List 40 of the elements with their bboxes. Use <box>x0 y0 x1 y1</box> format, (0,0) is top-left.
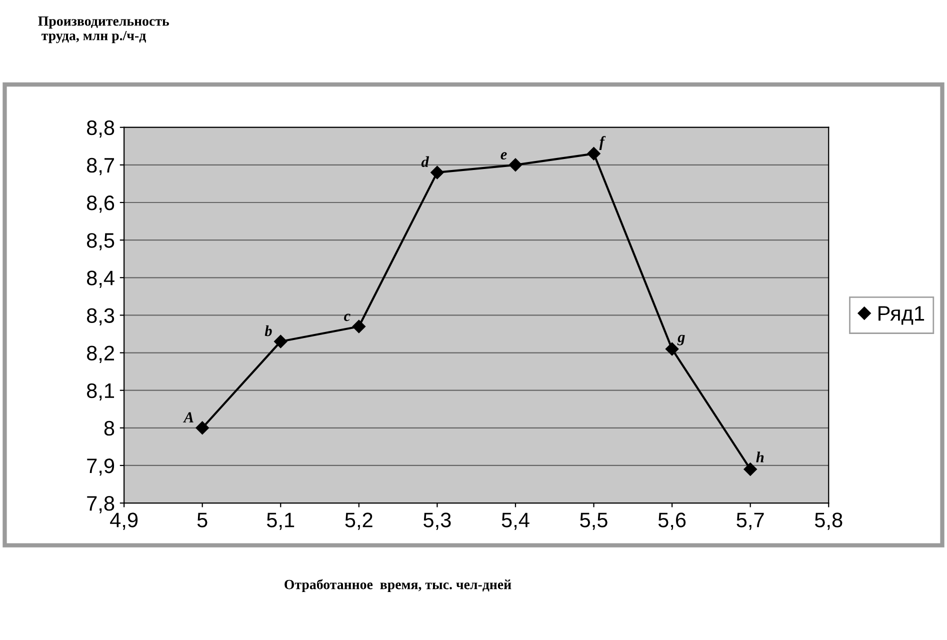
annotation: f <box>599 136 606 150</box>
x-tick-label: 5,7 <box>736 512 764 530</box>
point <box>665 342 679 356</box>
y-tick-label: 8 <box>104 420 114 436</box>
y-tick-label: 8,4 <box>86 270 114 288</box>
annotation: g <box>677 334 685 346</box>
y-tick-label: 8,6 <box>86 195 114 213</box>
y-tick-label: 8,5 <box>86 233 114 250</box>
x-tick-label: 5,4 <box>502 512 530 530</box>
annotation: h <box>756 452 764 462</box>
point <box>352 320 366 334</box>
point <box>744 462 757 476</box>
text: Производительность труда, млн р./ч-д <box>38 16 169 44</box>
x-axis-title: Отработанное время, тыс. чел-дней <box>284 579 512 592</box>
y-tick-label: 8,1 <box>86 383 114 401</box>
legend-label: Ряд1 <box>878 306 924 325</box>
x-tick-label: 5,5 <box>580 512 608 530</box>
annotation: c <box>344 314 350 322</box>
point <box>430 166 444 180</box>
x-tick-label: 5 <box>197 512 208 528</box>
y-tick-label: 7,9 <box>87 458 114 476</box>
y-tick-label: 7,8 <box>87 496 114 514</box>
annotation: b <box>264 325 272 336</box>
x-tick-label: 5,3 <box>424 512 451 530</box>
annotation: e <box>500 152 507 160</box>
annotation: d <box>421 156 430 168</box>
y-tick-label: 8,2 <box>86 346 114 363</box>
x-tick-label: 5,8 <box>814 512 842 530</box>
point <box>196 421 209 434</box>
x-tick-label: 5,1 <box>266 512 294 530</box>
y-tick-label: 8,3 <box>86 308 114 326</box>
y-tick-label: 8,7 <box>86 158 114 176</box>
point <box>587 147 600 160</box>
x-tick-label: 5,2 <box>345 512 372 530</box>
x-tick-label: 4,9 <box>110 512 138 530</box>
y-tick-label: 8,8 <box>86 120 114 138</box>
x-tick-label: 5,6 <box>658 512 686 530</box>
point <box>508 158 522 172</box>
point <box>274 334 288 348</box>
annotation: A <box>183 412 194 422</box>
